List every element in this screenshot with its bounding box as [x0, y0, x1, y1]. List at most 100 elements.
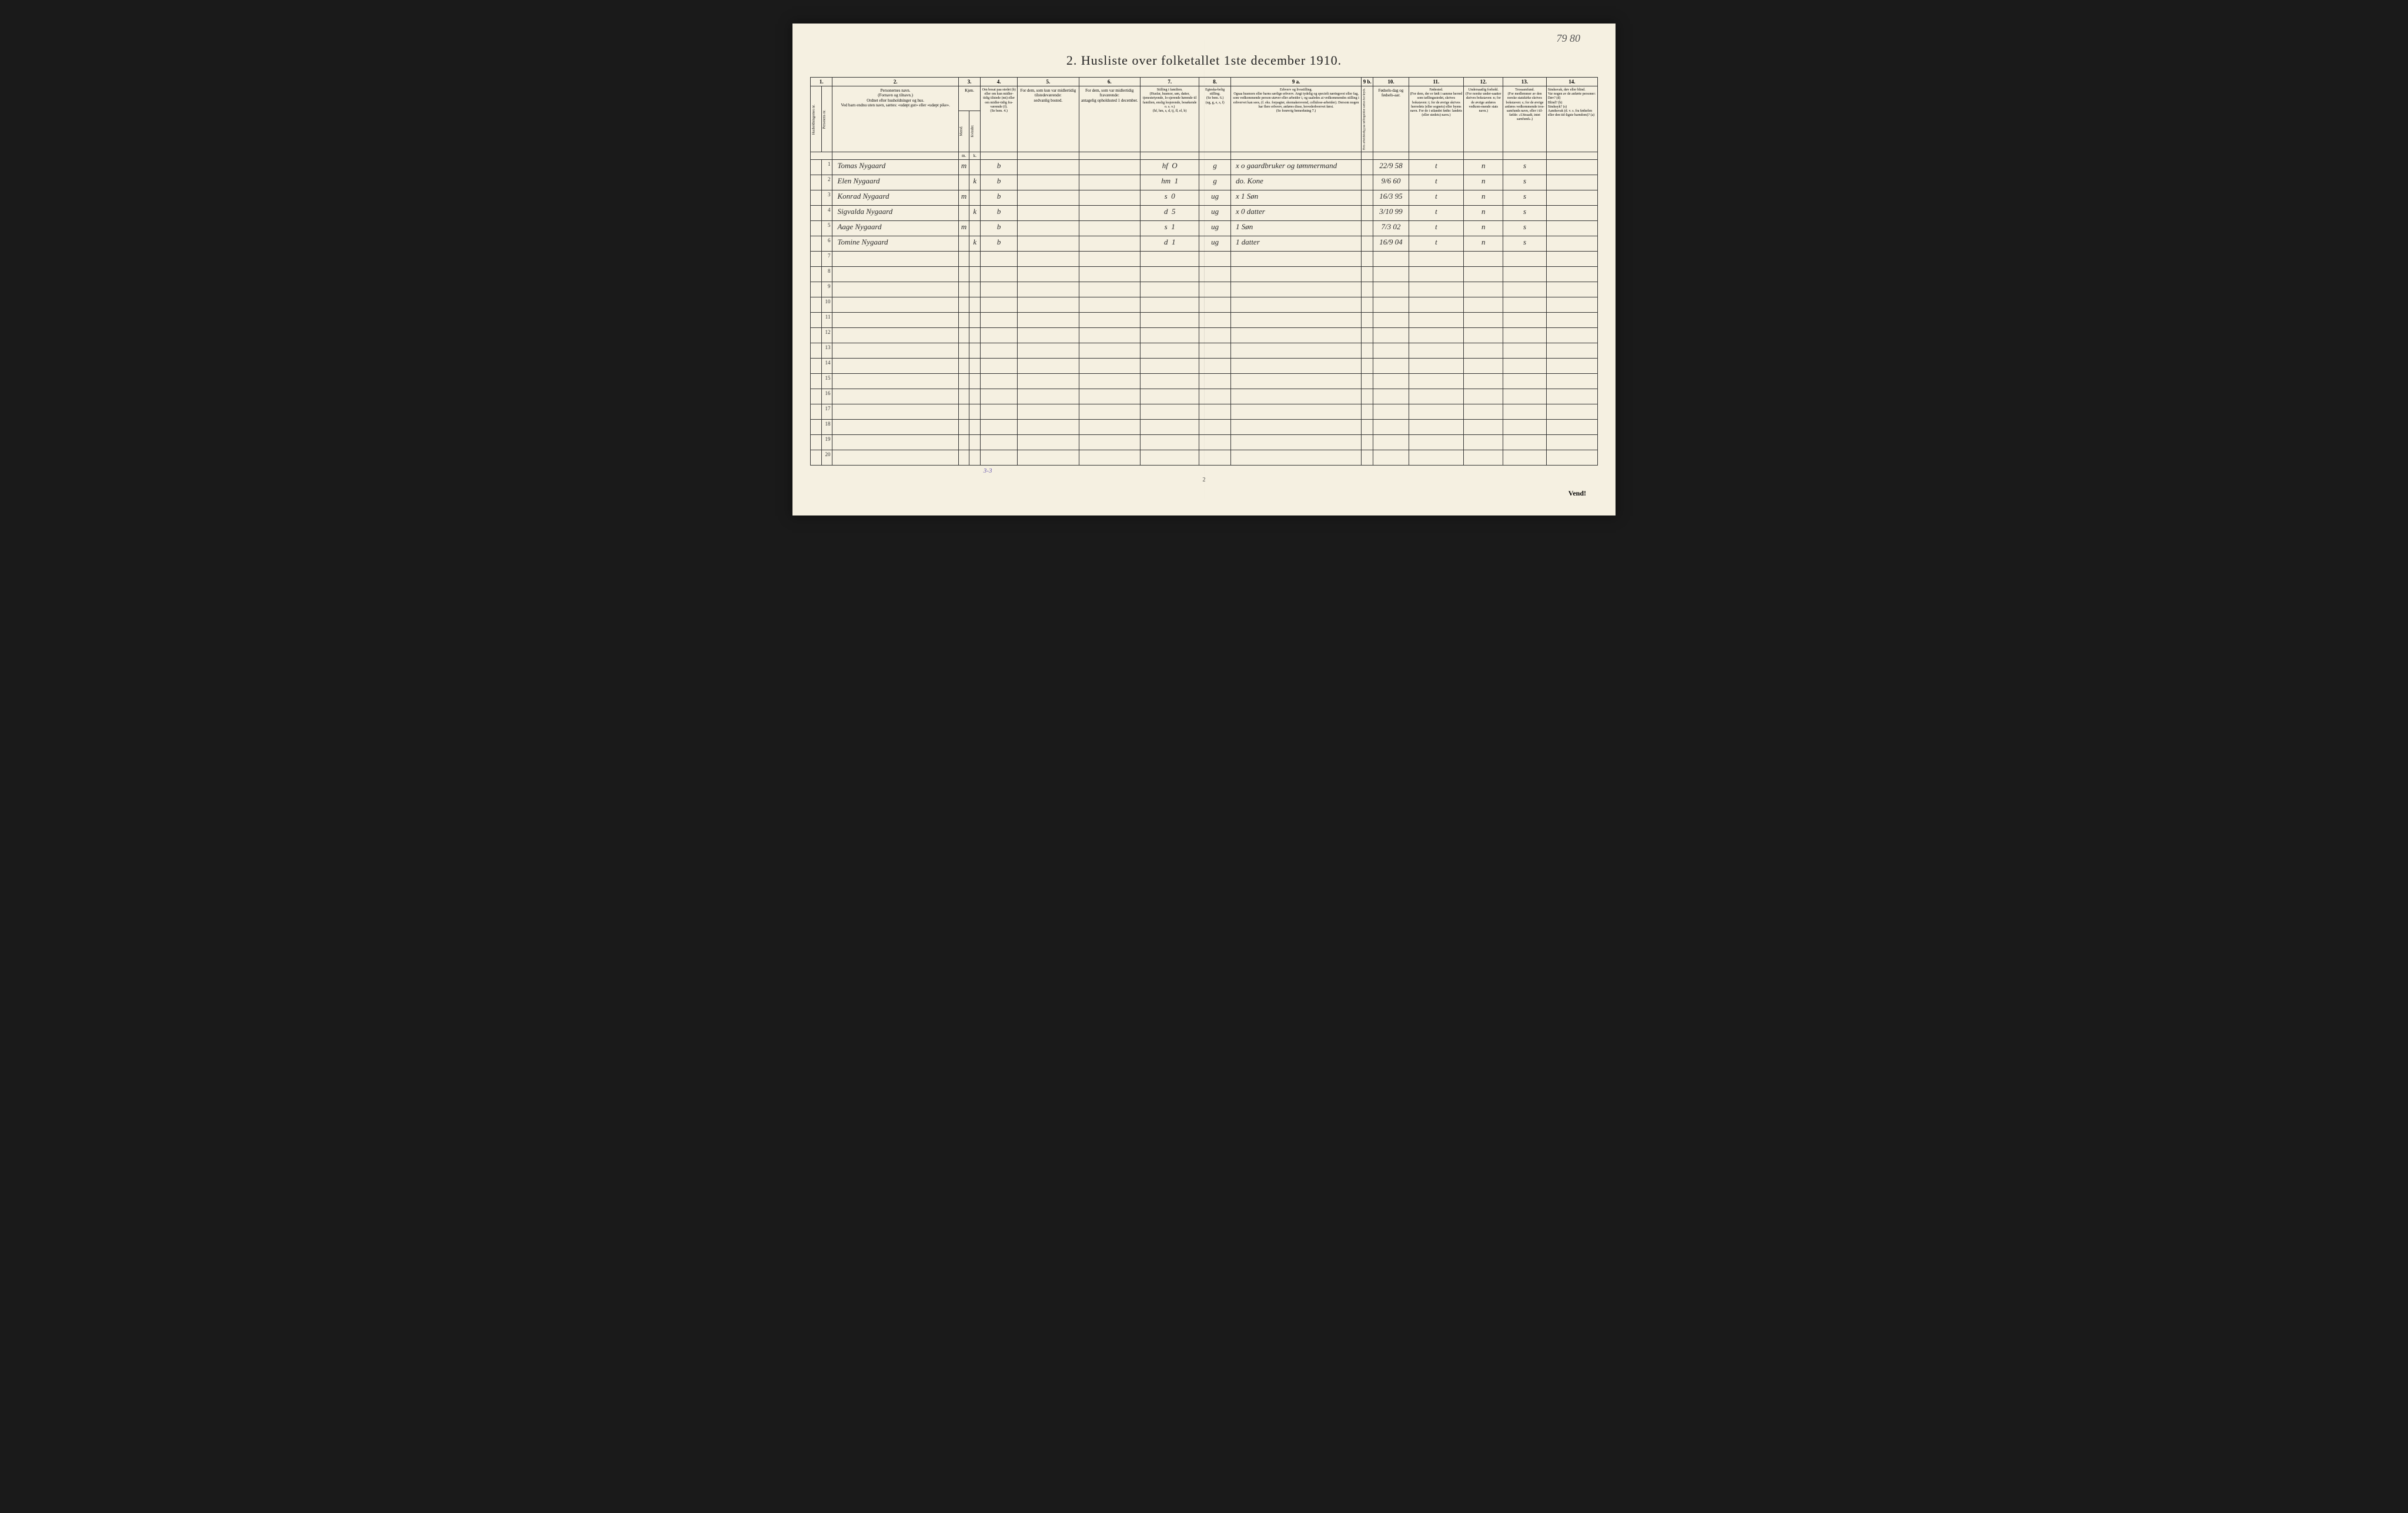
- blank-6: [1079, 152, 1140, 160]
- male-cell: [958, 420, 969, 435]
- table-row: 10: [811, 297, 1598, 313]
- temp-absent-cell: [1079, 435, 1140, 450]
- name-cell: [832, 267, 958, 282]
- col-num-8: 8.: [1199, 78, 1231, 86]
- table-row: 11: [811, 313, 1598, 328]
- religion-cell: [1503, 420, 1547, 435]
- residence-cell: b: [981, 175, 1018, 190]
- marital-cell: [1199, 420, 1231, 435]
- male-cell: [958, 359, 969, 374]
- unemployed-cell: [1362, 221, 1373, 236]
- blank-7: [1140, 152, 1199, 160]
- table-row: 16: [811, 389, 1598, 404]
- religion-cell: [1503, 435, 1547, 450]
- birthdate-cell: 9/6 60: [1373, 175, 1409, 190]
- nationality-cell: [1464, 282, 1503, 297]
- family-position-cell: d 1: [1140, 236, 1199, 252]
- disability-cell: [1546, 420, 1597, 435]
- household-num-cell: [811, 297, 822, 313]
- blank-14: [1546, 152, 1597, 160]
- family-position-cell: [1140, 435, 1199, 450]
- residence-cell: [981, 420, 1018, 435]
- table-row: 2 Elen Nygaard k b hm 1 g do. Kone 9/6 6…: [811, 175, 1598, 190]
- nationality-cell: n: [1464, 221, 1503, 236]
- occupation-cell: [1230, 389, 1361, 404]
- religion-cell: [1503, 404, 1547, 420]
- birthplace-cell: t: [1409, 175, 1464, 190]
- female-cell: [969, 160, 981, 175]
- temp-present-cell: [1018, 221, 1079, 236]
- occupation-cell: [1230, 450, 1361, 466]
- disability-cell: [1546, 160, 1597, 175]
- column-mk-row: m. k.: [811, 152, 1598, 160]
- person-num-cell: 19: [821, 435, 832, 450]
- table-row: 5 Aage Nygaard m b s 1 ug 1 Søn 7/3 02 t…: [811, 221, 1598, 236]
- table-row: 4 Sigvalda Nygaard k b d 5 ug x 0 datter…: [811, 206, 1598, 221]
- household-num-cell: [811, 313, 822, 328]
- person-num-cell: 16: [821, 389, 832, 404]
- temp-absent-cell: [1079, 389, 1140, 404]
- marital-cell: [1199, 389, 1231, 404]
- disability-cell: [1546, 450, 1597, 466]
- hdr-male: Mænd.: [958, 111, 969, 152]
- female-cell: [969, 404, 981, 420]
- column-number-row: 1. 2. 3. 4. 5. 6. 7. 8. 9 a. 9 b. 10. 11…: [811, 78, 1598, 86]
- temp-present-cell: [1018, 389, 1079, 404]
- col-num-5: 5.: [1018, 78, 1079, 86]
- residence-cell: b: [981, 190, 1018, 206]
- temp-absent-cell: [1079, 221, 1140, 236]
- temp-absent-cell: [1079, 252, 1140, 267]
- col-num-6: 6.: [1079, 78, 1140, 86]
- name-cell: [832, 252, 958, 267]
- household-num-cell: [811, 236, 822, 252]
- male-cell: [958, 313, 969, 328]
- birthplace-cell: t: [1409, 221, 1464, 236]
- residence-cell: [981, 252, 1018, 267]
- residence-cell: [981, 282, 1018, 297]
- unemployed-cell: [1362, 236, 1373, 252]
- person-num-cell: 3: [821, 190, 832, 206]
- occupation-cell: [1230, 267, 1361, 282]
- birthdate-cell: [1373, 343, 1409, 359]
- birthdate-cell: [1373, 267, 1409, 282]
- marital-cell: ug: [1199, 190, 1231, 206]
- male-cell: [958, 175, 969, 190]
- household-num-cell: [811, 450, 822, 466]
- col-num-4: 4.: [981, 78, 1018, 86]
- male-cell: [958, 404, 969, 420]
- temp-absent-cell: [1079, 236, 1140, 252]
- female-cell: [969, 221, 981, 236]
- name-cell: [832, 435, 958, 450]
- hdr-birthdate: Fødsels-dag og fødsels-aar.: [1373, 86, 1409, 152]
- occupation-cell: [1230, 343, 1361, 359]
- religion-cell: s: [1503, 160, 1547, 175]
- female-cell: k: [969, 206, 981, 221]
- col-num-3: 3.: [958, 78, 980, 86]
- col-num-9b: 9 b.: [1362, 78, 1373, 86]
- unemployed-cell: [1362, 404, 1373, 420]
- marital-cell: [1199, 252, 1231, 267]
- nationality-cell: [1464, 328, 1503, 343]
- nationality-cell: n: [1464, 160, 1503, 175]
- birthplace-cell: [1409, 450, 1464, 466]
- temp-absent-cell: [1079, 450, 1140, 466]
- col-num-14: 14.: [1546, 78, 1597, 86]
- birthplace-cell: t: [1409, 206, 1464, 221]
- blank-12: [1464, 152, 1503, 160]
- unemployed-cell: [1362, 206, 1373, 221]
- blank-9a: [1230, 152, 1361, 160]
- birthdate-cell: [1373, 328, 1409, 343]
- disability-cell: [1546, 175, 1597, 190]
- hdr-name: Personernes navn. (Fornavn og tilnavn.) …: [832, 86, 958, 152]
- family-position-cell: [1140, 282, 1199, 297]
- birthplace-cell: [1409, 282, 1464, 297]
- residence-cell: [981, 450, 1018, 466]
- temp-absent-cell: [1079, 206, 1140, 221]
- marital-cell: [1199, 328, 1231, 343]
- occupation-cell: [1230, 282, 1361, 297]
- hdr-temp-absent: For dem, som var midlertidig fraværende:…: [1079, 86, 1140, 152]
- nationality-cell: [1464, 420, 1503, 435]
- birthplace-cell: [1409, 374, 1464, 389]
- female-cell: [969, 450, 981, 466]
- person-num-cell: 15: [821, 374, 832, 389]
